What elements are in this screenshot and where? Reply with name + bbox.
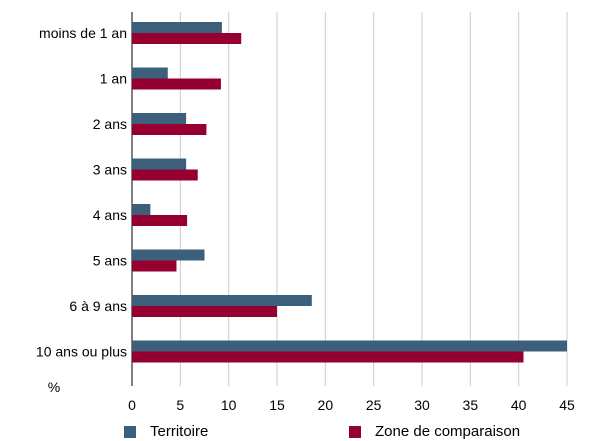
x-tick-label-15: 15 [269, 397, 285, 413]
gridlines [131, 12, 568, 386]
bar-territoire-1-an [132, 67, 168, 79]
bar-zone-de-comparaison-2-ans [132, 124, 207, 135]
category-label-2-ans: 2 ans [93, 116, 127, 132]
x-tick-label-0: 0 [128, 397, 136, 413]
bar-territoire-2-ans [132, 113, 187, 124]
x-tick-labels: 0 5 10 15 20 25 30 35 40 45 [128, 397, 575, 413]
bar-zone-de-comparaison-4-ans [132, 215, 188, 226]
bar-zone-de-comparaison-moins-de-1-an [132, 33, 242, 44]
bars [132, 22, 567, 363]
legend-label-zone-de-comparaison: Zone de comparaison [375, 423, 521, 440]
category-label-1-an: 1 an [100, 71, 127, 87]
bar-zone-de-comparaison-10-ans-ou-plus [132, 351, 524, 363]
category-label-6-9-ans: 6 à 9 ans [69, 298, 127, 314]
category-label-10-ans-ou-plus: 10 ans ou plus [36, 344, 127, 360]
category-label-5-ans: 5 ans [93, 253, 127, 269]
x-tick-label-20: 20 [318, 397, 334, 413]
category-label-4-ans: 4 ans [93, 207, 127, 223]
category-label-moins-de-1-an: moins de 1 an [39, 25, 127, 41]
bar-territoire-3-ans [132, 158, 187, 170]
x-tick-label-5: 5 [176, 397, 184, 413]
bar-zone-de-comparaison-6-9-ans [132, 306, 277, 317]
x-axis-label: % [48, 379, 60, 395]
bar-zone-de-comparaison-3-ans [132, 169, 198, 181]
bar-territoire-moins-de-1-an [132, 22, 222, 33]
bar-territoire-10-ans-ou-plus [132, 340, 567, 352]
legend-swatch-territoire [124, 425, 136, 438]
bar-territoire-6-9-ans [132, 295, 312, 306]
legend-item-zone-de-comparaison: Zone de comparaison [349, 423, 520, 440]
bar-territoire-5-ans [132, 249, 205, 261]
bar-zone-de-comparaison-5-ans [132, 260, 177, 272]
x-tick-label-10: 10 [221, 397, 237, 413]
bar-zone-de-comparaison-1-an [132, 78, 221, 90]
x-tick-label-35: 35 [463, 397, 479, 413]
legend-item-territoire: Territoire [124, 423, 208, 440]
bar-territoire-4-ans [132, 204, 151, 215]
x-tick-label-40: 40 [511, 397, 527, 413]
x-tick-label-25: 25 [366, 397, 382, 413]
category-labels: moins de 1 an 1 an 2 ans 3 ans 4 ans 5 ans 6 à… [36, 25, 127, 360]
category-label-3-ans: 3 ans [93, 162, 127, 178]
x-tick-label-45: 45 [559, 397, 575, 413]
legend-label-territoire: Territoire [150, 423, 209, 440]
x-tick-label-30: 30 [414, 397, 430, 413]
legend-swatch-zone-de-comparaison [349, 425, 361, 438]
